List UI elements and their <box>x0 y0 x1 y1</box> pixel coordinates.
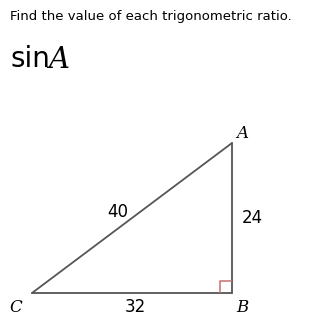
Text: A: A <box>236 124 248 141</box>
Text: 40: 40 <box>108 203 128 221</box>
Text: C: C <box>10 298 22 316</box>
Text: 24: 24 <box>241 209 262 227</box>
Text: Find the value of each trigonometric ratio.: Find the value of each trigonometric rat… <box>10 10 292 23</box>
Text: 32: 32 <box>124 298 146 316</box>
Text: A: A <box>48 46 69 74</box>
Text: B: B <box>236 298 248 316</box>
Text: sin: sin <box>10 45 50 73</box>
